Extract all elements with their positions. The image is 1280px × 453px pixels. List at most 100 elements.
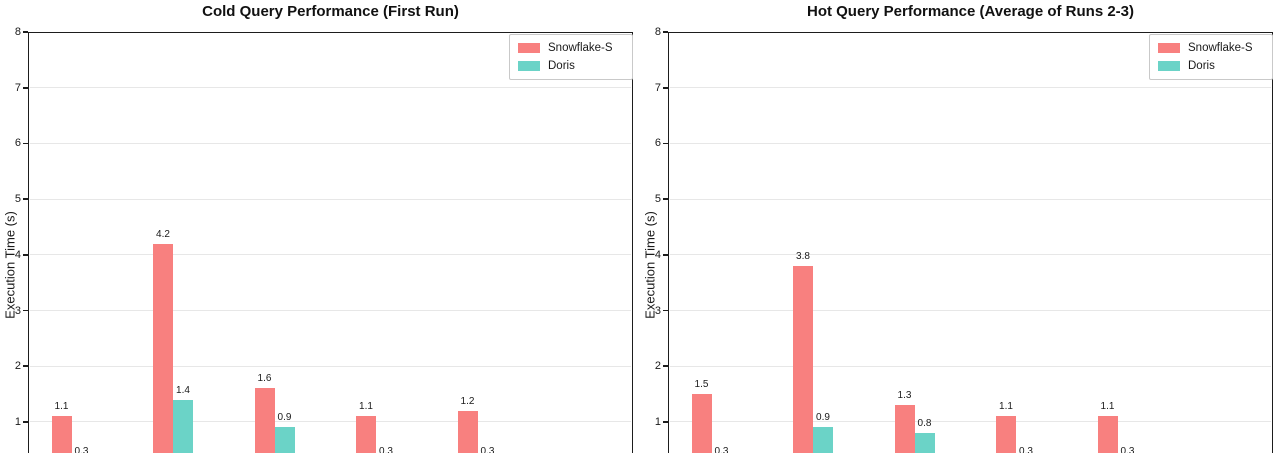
bar-value-label: 4.2: [156, 228, 170, 240]
y-tick-label: 6: [14, 137, 21, 150]
chart-title: Hot Query Performance (Average of Runs 2…: [806, 3, 1135, 20]
bar-value-label: 0.9: [816, 412, 830, 424]
bar-snowflake: [51, 416, 72, 453]
y-tick-mark: [663, 31, 668, 33]
hot-query-chart: Hot Query Performance (Average of Runs 2…: [640, 0, 1280, 453]
legend-item-snowflake: Snowflake-S: [518, 42, 624, 54]
y-tick-label: 7: [654, 81, 661, 94]
y-tick-mark: [23, 309, 28, 312]
legend-item-doris: Doris: [518, 60, 624, 72]
legend-label-doris: Doris: [1188, 60, 1215, 72]
y-tick-label: 4: [654, 248, 661, 261]
y-tick-label: 2: [654, 360, 661, 373]
cold-query-chart: Cold Query Performance (First Run) Execu…: [2, 3, 633, 453]
gridline: [30, 421, 631, 423]
bar-snowflake: [996, 416, 1016, 453]
y-tick-label: 3: [654, 304, 661, 317]
gridline: [30, 198, 631, 200]
y-tick-mark: [663, 365, 668, 368]
gridline: [670, 310, 1271, 311]
bar-snowflake: [691, 394, 712, 453]
bar-snowflake: [457, 410, 478, 453]
y-tick-mark: [23, 142, 28, 145]
y-tick-mark: [23, 365, 28, 368]
legend-swatch-doris: [518, 61, 540, 71]
legend-swatch-doris: [1158, 61, 1180, 71]
gridline: [670, 254, 1271, 256]
y-tick-label: 3: [14, 304, 21, 317]
y-tick-mark: [663, 309, 668, 312]
bar-value-label: 0.3: [379, 445, 393, 453]
y-tick-mark: [663, 253, 668, 256]
bar-doris: [173, 399, 193, 453]
gridline: [670, 421, 1271, 423]
bar-doris: [914, 433, 935, 453]
gridline: [670, 365, 1271, 367]
bar-value-label: 0.3: [74, 445, 89, 453]
bar-doris: [813, 427, 833, 453]
gridline: [670, 87, 1271, 89]
gridline: [30, 87, 631, 89]
legend-swatch-snowflake: [518, 43, 540, 53]
bar-snowflake: [153, 243, 173, 453]
gridline: [30, 365, 631, 367]
y-axis-label: Execution Time (s): [2, 211, 18, 319]
y-tick-label: 6: [654, 137, 661, 150]
bar-value-label: 0.3: [480, 445, 495, 453]
bar-value-label: 0.3: [1120, 445, 1135, 453]
bar-value-label: 1.1: [1100, 401, 1115, 413]
gridline: [670, 142, 1271, 144]
y-tick-mark: [663, 198, 668, 200]
y-tick-mark: [23, 86, 28, 89]
bar-value-label: 1.5: [694, 379, 709, 391]
y-tick-label: 7: [14, 81, 21, 94]
bar-value-label: 1.1: [359, 401, 373, 413]
bar-snowflake: [1097, 416, 1118, 453]
y-tick-label: 1: [654, 415, 661, 428]
legend-item-doris: Doris: [1158, 60, 1264, 72]
y-tick-mark: [23, 421, 28, 423]
y-tick-label: 8: [14, 26, 21, 38]
y-axis-label: Execution Time (s): [642, 211, 658, 319]
y-tick-mark: [23, 31, 28, 33]
bar-value-label: 0.9: [277, 412, 292, 424]
legend: Snowflake-S Doris: [509, 34, 633, 80]
bar-value-label: 1.6: [257, 373, 272, 385]
bar-doris: [274, 427, 295, 453]
gridline: [30, 310, 631, 311]
plot-area: [28, 32, 633, 453]
y-tick-mark: [23, 253, 28, 256]
legend-label-doris: Doris: [548, 60, 575, 72]
y-tick-label: 4: [14, 248, 21, 261]
plot-area: [668, 32, 1273, 453]
bar-snowflake: [793, 265, 813, 453]
chart-title: Cold Query Performance (First Run): [202, 3, 459, 20]
y-tick-mark: [23, 198, 28, 200]
y-tick-label: 2: [14, 360, 21, 373]
bar-value-label: 0.3: [714, 445, 729, 453]
bar-value-label: 1.1: [54, 401, 69, 413]
bar-value-label: 1.4: [176, 384, 190, 396]
legend-label-snowflake: Snowflake-S: [548, 42, 613, 54]
legend-label-snowflake: Snowflake-S: [1188, 42, 1253, 54]
y-tick-mark: [663, 86, 668, 89]
y-tick-mark: [663, 142, 668, 145]
bar-value-label: 1.3: [897, 390, 912, 402]
bar-snowflake: [254, 388, 275, 453]
y-tick-label: 1: [14, 415, 21, 428]
gridline: [30, 142, 631, 144]
bar-snowflake: [894, 405, 915, 453]
y-tick-mark: [663, 421, 668, 423]
y-tick-label: 5: [654, 193, 661, 206]
legend: Snowflake-S Doris: [1149, 34, 1273, 80]
y-tick-label: 8: [654, 26, 661, 38]
bar-value-label: 0.8: [917, 418, 932, 430]
legend-swatch-snowflake: [1158, 43, 1180, 53]
gridline: [670, 198, 1271, 200]
bar-value-label: 3.8: [796, 250, 810, 262]
bar-value-label: 1.2: [460, 395, 475, 407]
bar-value-label: 1.1: [999, 401, 1013, 413]
legend-item-snowflake: Snowflake-S: [1158, 42, 1264, 54]
y-tick-label: 5: [14, 193, 21, 206]
